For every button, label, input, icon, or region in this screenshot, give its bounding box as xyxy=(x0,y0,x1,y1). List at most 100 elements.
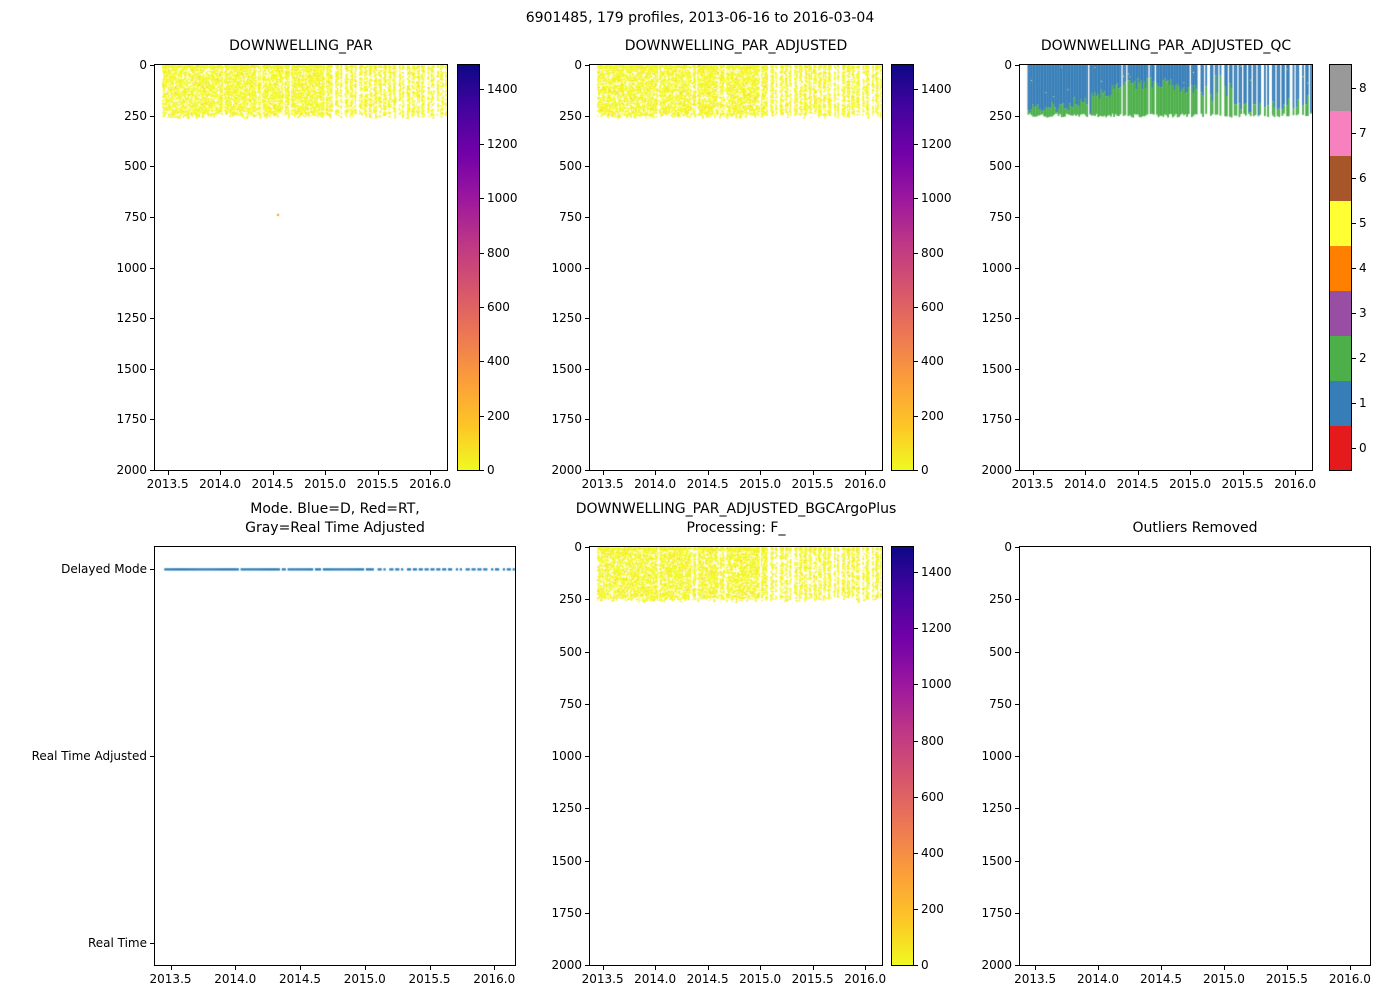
downwelling-par-colorbar-tickmark xyxy=(480,470,484,471)
downwelling-par-adjusted-qc-colorbar-segment-4 xyxy=(1330,245,1351,291)
downwelling-par-adjusted-qc-y-ticklabel: 1750 xyxy=(981,412,1012,427)
downwelling-par-adjusted-bgcargoplus-x-ticklabel: 2014.5 xyxy=(686,972,729,986)
downwelling-par-colorbar-ticklabel: 600 xyxy=(487,299,510,314)
outliers-removed-y-ticklabel: 250 xyxy=(989,592,1012,607)
downwelling-par-colorbar-ticklabel: 400 xyxy=(487,354,510,369)
downwelling-par-adjusted-bgcargoplus-x-ticklabel: 2015.5 xyxy=(791,972,834,986)
downwelling-par-adjusted-x-tickmark xyxy=(655,471,657,475)
outliers-removed-x-ticklabel: 2014.5 xyxy=(1140,972,1182,986)
downwelling-par-adjusted-qc-x-ticklabel: 2016.0 xyxy=(1274,477,1317,491)
downwelling-par-adjusted-bgcargoplus-colorbar-tickmark xyxy=(914,572,918,574)
outliers-removed-x-tickmark xyxy=(1223,966,1225,970)
outliers-removed-y-ticklabel: 1250 xyxy=(981,801,1012,816)
downwelling-par-adjusted-bgcargoplus-y-tickmark xyxy=(585,599,589,601)
downwelling-par-adjusted-x-ticklabel: 2014.0 xyxy=(634,477,677,491)
downwelling-par-adjusted-bgcargoplus-x-ticklabel: 2013.5 xyxy=(581,972,624,986)
outliers-removed-y-tickmark xyxy=(1015,808,1019,810)
mode-x-tickmark xyxy=(494,966,496,970)
downwelling-par-adjusted-y-ticklabel: 1750 xyxy=(551,412,582,427)
downwelling-par-adjusted-colorbar-ticklabel: 0 xyxy=(921,463,929,477)
downwelling-par-adjusted-bgcargoplus-y-ticklabel: 1000 xyxy=(551,749,582,763)
downwelling-par-adjusted-bgcargoplus-x-tickmark xyxy=(707,966,709,970)
outliers-removed-x-tickmark xyxy=(1098,966,1100,970)
downwelling-par-axes xyxy=(154,64,448,471)
downwelling-par-adjusted-qc-y-ticklabel: 1250 xyxy=(981,311,1012,326)
outliers-removed-y-tickmark xyxy=(1015,912,1019,914)
downwelling-par-colorbar-tickmark xyxy=(480,89,484,91)
downwelling-par-adjusted-qc-x-tickmark xyxy=(1295,471,1297,475)
panel-title-downwelling-par-adjusted-qc: DOWNWELLING_PAR_ADJUSTED_QC xyxy=(1040,38,1292,54)
downwelling-par-adjusted-bgcargoplus-y-tickmark xyxy=(585,860,589,862)
downwelling-par-adjusted-qc-colorbar-ticklabel: 5 xyxy=(1359,215,1367,230)
downwelling-par-adjusted-x-ticklabel: 2015.5 xyxy=(791,477,834,491)
downwelling-par-colorbar-tickmark xyxy=(480,361,484,363)
downwelling-par-y-ticklabel: 2000 xyxy=(116,463,147,477)
downwelling-par-adjusted-qc-x-tickmark xyxy=(1190,471,1192,475)
mode-x-ticklabel: 2014.5 xyxy=(279,972,322,986)
mode-y-tickmark xyxy=(150,756,154,757)
downwelling-par-adjusted-colorbar-ticklabel: 200 xyxy=(921,408,944,423)
outliers-removed-y-tickmark xyxy=(1015,547,1019,548)
downwelling-par-adjusted-y-ticklabel: 1500 xyxy=(551,361,582,376)
downwelling-par-adjusted-x-tickmark xyxy=(812,471,814,475)
outliers-removed-x-ticklabel: 2013.5 xyxy=(1014,972,1057,986)
mode-x-ticklabel: 2015.5 xyxy=(408,972,451,986)
downwelling-par-adjusted-y-tickmark xyxy=(585,318,589,320)
downwelling-par-adjusted-bgcargoplus-y-ticklabel: 0 xyxy=(574,540,582,554)
mode-x-tickmark xyxy=(235,966,237,970)
downwelling-par-adjusted-qc-y-ticklabel: 750 xyxy=(989,209,1012,224)
downwelling-par-adjusted-bgcargoplus-y-ticklabel: 2000 xyxy=(551,958,582,972)
downwelling-par-adjusted-bgcargoplus-x-ticklabel: 2016.0 xyxy=(844,972,887,986)
downwelling-par-adjusted-y-tickmark xyxy=(585,267,589,269)
downwelling-par-adjusted-colorbar xyxy=(891,64,914,471)
outliers-removed-y-ticklabel: 1750 xyxy=(981,905,1012,920)
downwelling-par-adjusted-qc-x-tickmark xyxy=(1032,471,1034,475)
panel-title-bgcargoplus: DOWNWELLING_PAR_ADJUSTED_BGCArgoPlus Pro… xyxy=(575,501,897,536)
downwelling-par-y-ticklabel: 1500 xyxy=(116,361,147,376)
downwelling-par-adjusted-x-tickmark xyxy=(602,471,604,475)
downwelling-par-adjusted-colorbar-ticklabel: 400 xyxy=(921,354,944,369)
mode-x-tickmark xyxy=(300,966,302,970)
downwelling-par-adjusted-bgcargoplus-y-tickmark xyxy=(585,912,589,914)
downwelling-par-adjusted-bgcargoplus-y-ticklabel: 750 xyxy=(559,696,582,711)
downwelling-par-adjusted-qc-y-tickmark xyxy=(1015,166,1019,168)
downwelling-par-adjusted-colorbar-ticklabel: 600 xyxy=(921,299,944,314)
mode-plot-canvas xyxy=(155,547,515,965)
downwelling-par-y-tickmark xyxy=(150,267,154,269)
downwelling-par-adjusted-bgcargoplus-colorbar-ticklabel: 600 xyxy=(921,789,944,804)
downwelling-par-adjusted-x-tickmark xyxy=(760,471,762,475)
mode-x-ticklabel: 2016.0 xyxy=(473,972,516,986)
panel-title-outliers-removed: Outliers Removed xyxy=(1132,520,1258,536)
downwelling-par-adjusted-qc-colorbar-ticklabel: 3 xyxy=(1359,305,1367,320)
downwelling-par-adjusted-bgcargoplus-colorbar-ticklabel: 1200 xyxy=(921,621,952,636)
downwelling-par-adjusted-colorbar-ticklabel: 800 xyxy=(921,245,944,260)
downwelling-par-colorbar-ticklabel: 1200 xyxy=(487,136,518,151)
downwelling-par-adjusted-colorbar-tickmark xyxy=(914,252,918,254)
downwelling-par-colorbar-tickmark xyxy=(480,198,484,200)
downwelling-par-adjusted-qc-y-tickmark xyxy=(1015,419,1019,421)
downwelling-par-x-tickmark xyxy=(377,471,379,475)
downwelling-par-adjusted-y-tickmark xyxy=(585,166,589,168)
downwelling-par-adjusted-bgcargoplus-y-ticklabel: 1250 xyxy=(551,801,582,816)
downwelling-par-adjusted-bgcargoplus-x-tickmark xyxy=(602,966,604,970)
downwelling-par-y-tickmark xyxy=(150,65,154,66)
downwelling-par-adjusted-y-ticklabel: 750 xyxy=(559,209,582,224)
downwelling-par-adjusted-qc-x-ticklabel: 2015.0 xyxy=(1169,477,1212,491)
downwelling-par-adjusted-qc-colorbar-tickmark xyxy=(1352,267,1356,269)
downwelling-par-adjusted-x-ticklabel: 2013.5 xyxy=(581,477,624,491)
outliers-removed-y-tickmark xyxy=(1015,860,1019,862)
downwelling-par-adjusted-colorbar-tickmark xyxy=(914,198,918,200)
downwelling-par-adjusted-qc-plot-canvas xyxy=(1020,65,1312,470)
downwelling-par-adjusted-qc-colorbar-ticklabel: 2 xyxy=(1359,350,1367,365)
downwelling-par-adjusted-qc-x-tickmark xyxy=(1085,471,1087,475)
downwelling-par-adjusted-bgcargoplus-x-tickmark xyxy=(812,966,814,970)
downwelling-par-adjusted-plot-canvas xyxy=(590,65,882,470)
mode-x-ticklabel: 2015.0 xyxy=(343,972,386,986)
mode-x-ticklabel: 2013.5 xyxy=(149,972,192,986)
downwelling-par-adjusted-qc-colorbar-segment-5 xyxy=(1330,200,1351,246)
downwelling-par-y-tickmark xyxy=(150,216,154,218)
downwelling-par-adjusted-qc-colorbar-tickmark xyxy=(1352,447,1356,449)
outliers-removed-x-ticklabel: 2015.0 xyxy=(1202,972,1245,986)
downwelling-par-adjusted-qc-colorbar-tickmark xyxy=(1352,177,1356,179)
downwelling-par-x-tickmark xyxy=(220,471,222,475)
